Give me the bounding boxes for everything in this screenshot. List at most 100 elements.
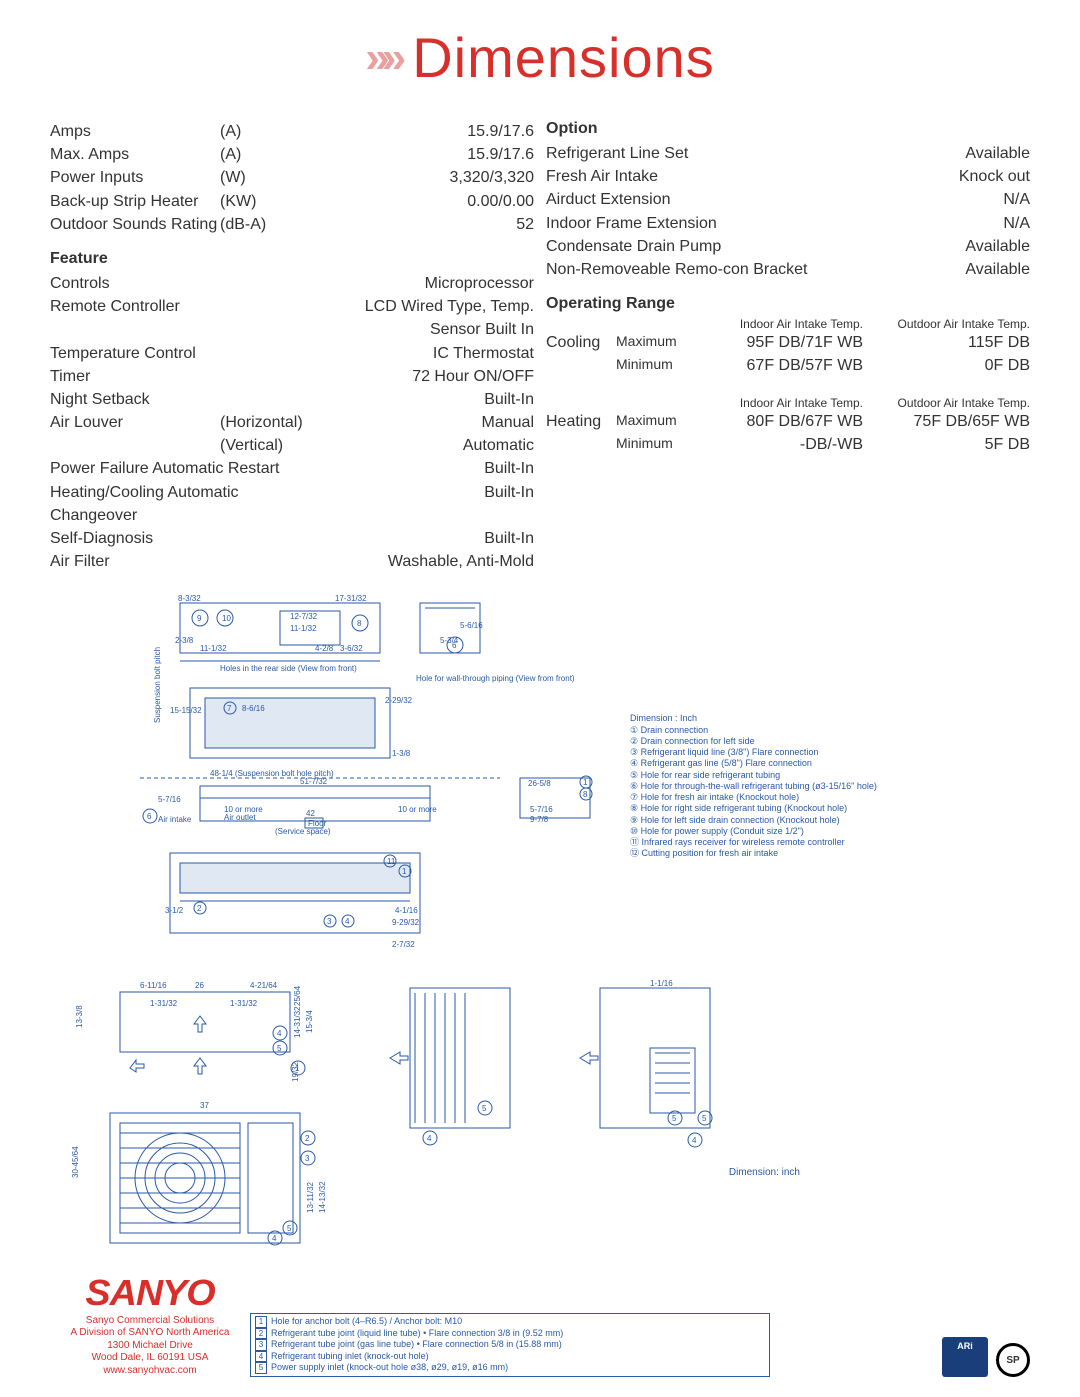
- ari-badge-icon: ARi: [942, 1337, 988, 1377]
- svg-text:42: 42: [306, 809, 315, 818]
- svg-text:1-3/8: 1-3/8: [392, 749, 411, 758]
- operating-range-headers: Indoor Air Intake Temp. Outdoor Air Inta…: [546, 396, 1030, 410]
- svg-text:1: 1: [402, 867, 407, 876]
- legend-item: ⑦ Hole for fresh air intake (Knockout ho…: [630, 792, 1030, 803]
- svg-text:17-31/32: 17-31/32: [335, 594, 367, 603]
- feature-block: ControlsMicroprocessor Remote Controller…: [50, 272, 534, 573]
- spec-row: Back-up Strip Heater(KW)0.00/0.00: [50, 190, 534, 213]
- air-louver-row: (Vertical) Automatic: [50, 434, 534, 457]
- svg-text:51-7/32: 51-7/32: [300, 777, 328, 786]
- svg-text:1-1/16: 1-1/16: [650, 979, 673, 988]
- svg-text:26: 26: [195, 981, 204, 990]
- spec-row: Amps(A)15.9/17.6: [50, 120, 534, 143]
- option-header: Option: [546, 120, 1030, 138]
- svg-text:4: 4: [427, 1134, 432, 1143]
- sanyo-logo: SANYO: [45, 1270, 255, 1315]
- svg-text:25/64: 25/64: [293, 986, 302, 1007]
- svg-text:7: 7: [227, 704, 232, 713]
- footer-line: 1300 Michael Drive: [50, 1340, 250, 1353]
- feature-row: Remote ControllerLCD Wired Type, Temp. S…: [50, 295, 534, 341]
- diagram-area: 9 10 8 8-3/3217-31/32 12-7/3211-1/32 2-3…: [50, 593, 1030, 968]
- air-louver-row: Air Louver (Horizontal) Manual: [50, 411, 534, 434]
- svg-text:15-15/32: 15-15/32: [170, 706, 202, 715]
- svg-text:5-3/4: 5-3/4: [440, 636, 459, 645]
- svg-text:4-2/8: 4-2/8: [315, 644, 334, 653]
- operating-header: Operating Range: [546, 295, 1030, 313]
- svg-text:3-1/2: 3-1/2: [165, 906, 184, 915]
- svg-text:1-31/32: 1-31/32: [230, 999, 258, 1008]
- svg-text:5: 5: [672, 1114, 677, 1123]
- footer-note: 4Refrigerant tubing inlet (knock-out hol…: [255, 1351, 765, 1363]
- diagram-indoor: 9 10 8 8-3/3217-31/32 12-7/3211-1/32 2-3…: [50, 593, 610, 968]
- legend-item: ① Drain connection: [630, 725, 1030, 736]
- svg-text:11-1/32: 11-1/32: [200, 644, 227, 653]
- svg-text:2: 2: [197, 904, 202, 913]
- svg-text:3: 3: [305, 1154, 310, 1163]
- svg-text:4: 4: [692, 1136, 697, 1145]
- feature-row: Air FilterWashable, Anti-Mold: [50, 550, 534, 573]
- feature-header: Feature: [50, 250, 534, 268]
- indoor-schematic-svg: 9 10 8 8-3/3217-31/32 12-7/3211-1/32 2-3…: [50, 593, 610, 963]
- svg-text:10: 10: [222, 614, 231, 623]
- footer-note: 1Hole for anchor bolt (4–R6.5) / Anchor …: [255, 1316, 765, 1328]
- svg-text:9-29/32: 9-29/32: [392, 918, 420, 927]
- operating-row: Heating Maximum 80F DB/67F WB 75F DB/65F…: [546, 410, 1030, 433]
- operating-row: Minimum -DB/-WB 5F DB: [546, 433, 1030, 456]
- footer-text: SANYO Sanyo Commercial Solutions A Divis…: [50, 1270, 250, 1378]
- right-column: Option Refrigerant Line SetAvailable Fre…: [546, 120, 1030, 573]
- operating-row: Minimum 67F DB/57F WB 0F DB: [546, 354, 1030, 377]
- svg-text:8-3/32: 8-3/32: [178, 594, 201, 603]
- diagram-legend: Dimension : Inch ① Drain connection ② Dr…: [630, 593, 1030, 968]
- legend-item: ⑥ Hole for through-the-wall refrigerant …: [630, 781, 1030, 792]
- csa-badge-icon: SP: [996, 1343, 1030, 1377]
- feature-row: Power Failure Automatic RestartBuilt-In: [50, 457, 534, 480]
- svg-text:11-1/32: 11-1/32: [290, 624, 317, 633]
- footer-line: Sanyo Commercial Solutions: [50, 1315, 250, 1328]
- svg-text:19/32: 19/32: [291, 1062, 300, 1083]
- svg-text:5: 5: [277, 1044, 282, 1053]
- dimension-caption: Dimension: inch: [380, 1167, 800, 1178]
- outdoor-front-top: 6-11/16264-21/64 1-31/321-31/32 4 5 13-3…: [50, 978, 350, 1263]
- svg-text:Holes in the rear side (View f: Holes in the rear side (View from front): [220, 664, 357, 673]
- svg-text:10 or more: 10 or more: [398, 805, 437, 814]
- svg-text:13-11/32: 13-11/32: [306, 1182, 315, 1214]
- svg-text:Hole for wall-through piping (: Hole for wall-through piping (View from …: [416, 674, 575, 683]
- svg-text:3-6/32: 3-6/32: [340, 644, 363, 653]
- footer-note: 2Refrigerant tube joint (liquid line tub…: [255, 1328, 765, 1340]
- svg-text:14-13/32: 14-13/32: [318, 1181, 327, 1213]
- svg-text:37: 37: [200, 1101, 209, 1110]
- svg-text:2-7/32: 2-7/32: [392, 940, 415, 949]
- footer-notes: 1Hole for anchor bolt (4–R6.5) / Anchor …: [250, 1313, 770, 1377]
- footer-url: www.sanyohvac.com: [50, 1365, 250, 1378]
- specs-block: Amps(A)15.9/17.6 Max. Amps(A)15.9/17.6 P…: [50, 120, 534, 236]
- svg-text:15-3/4: 15-3/4: [305, 1010, 314, 1033]
- option-block: Refrigerant Line SetAvailable Fresh Air …: [546, 142, 1030, 281]
- option-row: Indoor Frame ExtensionN/A: [546, 212, 1030, 235]
- svg-text:(Service space): (Service space): [275, 827, 331, 836]
- svg-text:8-6/16: 8-6/16: [242, 704, 265, 713]
- outdoor-diagrams: 6-11/16264-21/64 1-31/321-31/32 4 5 13-3…: [50, 978, 1030, 1263]
- svg-text:Air outlet: Air outlet: [224, 813, 256, 822]
- feature-row: ControlsMicroprocessor: [50, 272, 534, 295]
- svg-text:4-1/16: 4-1/16: [395, 906, 418, 915]
- svg-text:13-3/8: 13-3/8: [75, 1005, 84, 1028]
- svg-text:5-6/16: 5-6/16: [460, 621, 483, 630]
- feature-row: Night SetbackBuilt-In: [50, 388, 534, 411]
- svg-text:5-7/16: 5-7/16: [530, 805, 553, 814]
- svg-text:4: 4: [345, 917, 350, 926]
- svg-text:14-31/32: 14-31/32: [293, 1006, 302, 1038]
- footer-note: 5Power supply inlet (knock-out hole ø38,…: [255, 1362, 765, 1374]
- svg-text:2: 2: [305, 1134, 310, 1143]
- feature-row: Heating/Cooling Automatic ChangeoverBuil…: [50, 481, 534, 527]
- svg-text:6-11/16: 6-11/16: [140, 981, 167, 990]
- option-row: Non-Removeable Remo-con BracketAvailable: [546, 258, 1030, 281]
- legend-item: ⑪ Infrared rays receiver for wireless re…: [630, 837, 1030, 848]
- option-row: Refrigerant Line SetAvailable: [546, 142, 1030, 165]
- svg-text:2-3/8: 2-3/8: [175, 636, 194, 645]
- option-row: Condensate Drain PumpAvailable: [546, 235, 1030, 258]
- legend-block: Dimension : Inch ① Drain connection ② Dr…: [630, 713, 1030, 859]
- svg-text:Suspension bolt pitch: Suspension bolt pitch: [153, 647, 162, 723]
- svg-text:5: 5: [287, 1224, 292, 1233]
- svg-text:5: 5: [482, 1104, 487, 1113]
- spec-row: Power Inputs(W)3,320/3,320: [50, 166, 534, 189]
